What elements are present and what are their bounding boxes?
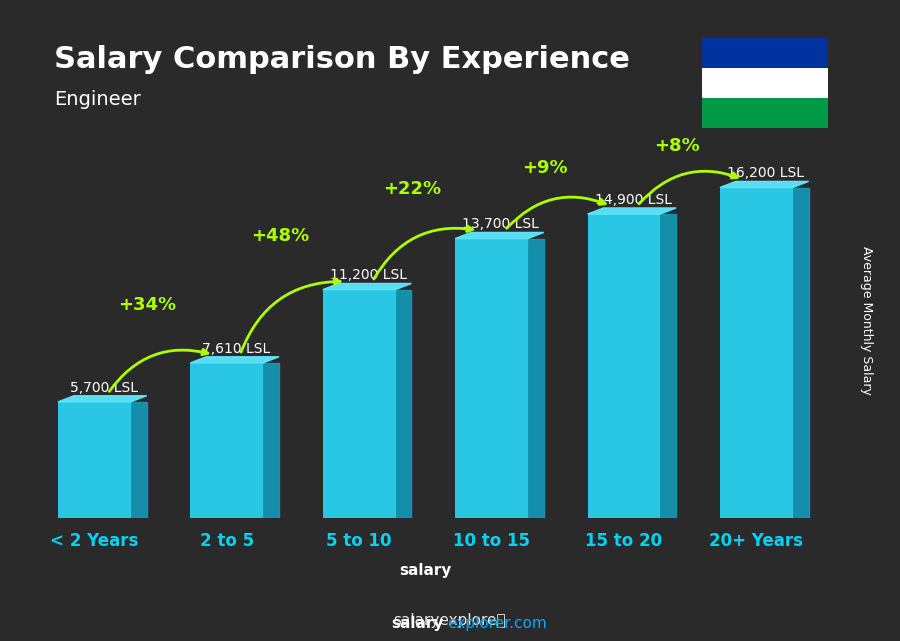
- Text: salary: salary: [400, 563, 452, 578]
- Bar: [702, 98, 828, 128]
- Text: +8%: +8%: [654, 137, 700, 155]
- Text: +48%: +48%: [250, 227, 309, 245]
- Polygon shape: [191, 357, 279, 363]
- Bar: [323, 290, 396, 518]
- Text: +34%: +34%: [118, 296, 176, 314]
- Text: 5,700 LSL: 5,700 LSL: [69, 381, 138, 395]
- Text: +22%: +22%: [383, 179, 441, 197]
- Text: 11,200 LSL: 11,200 LSL: [330, 269, 407, 283]
- Polygon shape: [528, 238, 544, 518]
- Polygon shape: [720, 181, 808, 188]
- Polygon shape: [793, 188, 808, 518]
- Text: salaryexplore: salaryexplore: [393, 613, 507, 628]
- Polygon shape: [263, 363, 279, 518]
- Polygon shape: [58, 395, 147, 402]
- Text: 7,610 LSL: 7,610 LSL: [202, 342, 270, 356]
- Bar: [455, 238, 528, 518]
- Text: 14,900 LSL: 14,900 LSL: [595, 193, 671, 207]
- Polygon shape: [455, 233, 544, 238]
- Bar: [702, 69, 828, 98]
- Polygon shape: [396, 290, 411, 518]
- Bar: [702, 38, 828, 69]
- Bar: [720, 188, 793, 518]
- Text: Average Monthly Salary: Average Monthly Salary: [860, 246, 873, 395]
- Text: Engineer: Engineer: [54, 90, 140, 109]
- Text: 13,700 LSL: 13,700 LSL: [463, 217, 539, 231]
- Bar: [58, 402, 130, 518]
- Text: +9%: +9%: [522, 160, 567, 178]
- Bar: [588, 214, 661, 518]
- Polygon shape: [323, 283, 411, 290]
- Polygon shape: [661, 214, 676, 518]
- Text: explorer.com: explorer.com: [447, 617, 547, 631]
- Polygon shape: [588, 208, 676, 214]
- Text: 16,200 LSL: 16,200 LSL: [727, 167, 804, 180]
- Bar: [191, 363, 263, 518]
- Polygon shape: [130, 402, 147, 518]
- Text: Salary Comparison By Experience: Salary Comparison By Experience: [54, 45, 630, 74]
- Text: salary: salary: [392, 617, 444, 631]
